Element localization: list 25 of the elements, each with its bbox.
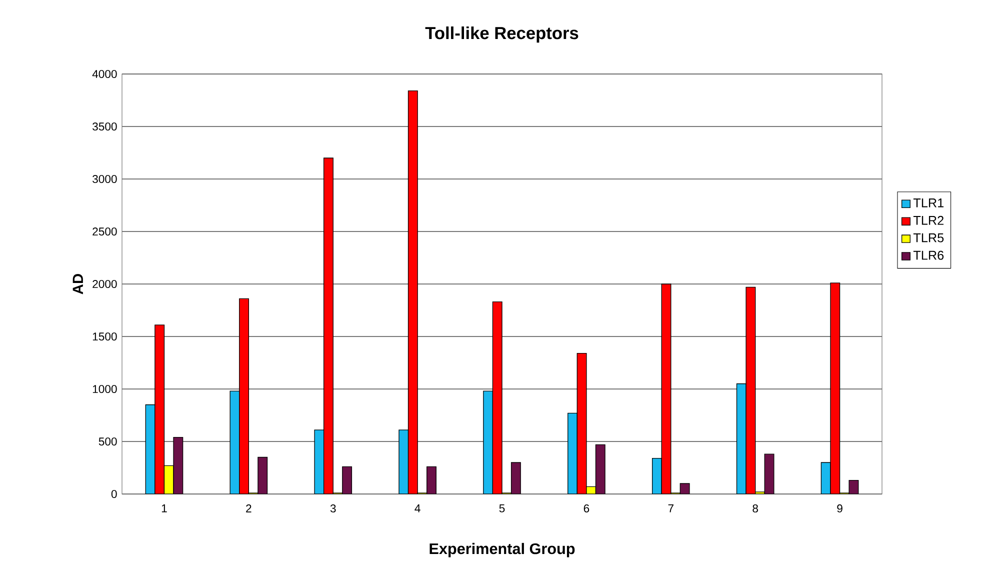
legend-label: TLR6 bbox=[913, 250, 944, 260]
y-tick-label: 500 bbox=[98, 438, 117, 446]
x-tick-label: 7 bbox=[668, 504, 674, 512]
y-tick-label: 2000 bbox=[92, 280, 117, 288]
y-tick-label: 3000 bbox=[92, 175, 117, 184]
y-tick-label: 4000 bbox=[92, 70, 117, 78]
legend-label: TLR2 bbox=[913, 216, 944, 225]
x-tick-label: 3 bbox=[330, 504, 336, 512]
y-tick-label: 1500 bbox=[92, 332, 117, 341]
y-axis-title: AD bbox=[72, 274, 83, 294]
x-tick-label: 9 bbox=[837, 504, 842, 512]
legend-label: TLR1 bbox=[913, 198, 944, 208]
y-tick-label: 2500 bbox=[92, 228, 117, 236]
x-tick-label: 5 bbox=[499, 504, 505, 512]
y-tick-label: 1000 bbox=[92, 385, 117, 394]
x-tick-label: 8 bbox=[752, 504, 758, 512]
x-tick-label: 4 bbox=[414, 504, 420, 512]
x-tick-label: 2 bbox=[246, 504, 252, 512]
chart-title: Toll-like Receptors bbox=[425, 26, 578, 43]
x-axis-title: Experimental Group bbox=[430, 542, 575, 558]
y-tick-label: 3500 bbox=[92, 122, 117, 131]
x-tick-label: 6 bbox=[584, 504, 590, 512]
x-tick-label: 1 bbox=[162, 504, 167, 512]
y-tick-label: 0 bbox=[111, 490, 117, 498]
legend-label: TLR5 bbox=[913, 233, 944, 242]
